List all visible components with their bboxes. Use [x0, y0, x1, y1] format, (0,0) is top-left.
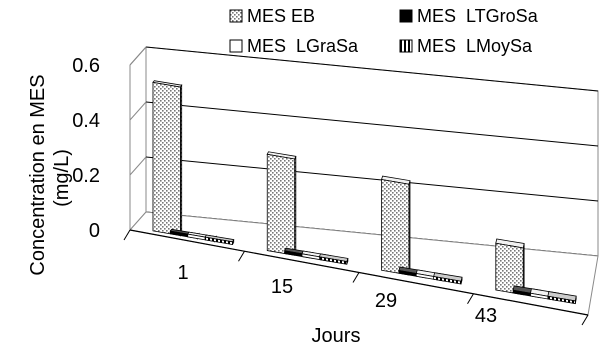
side-gridline — [129, 46, 147, 66]
x-category-label: 15 — [271, 276, 293, 298]
y-tick-label: 0 — [89, 220, 100, 242]
legend-item: MES EB — [229, 6, 315, 26]
side-gridline — [129, 101, 147, 121]
y-axis-title: Concentration en MES — [27, 74, 49, 275]
gridline — [145, 101, 599, 147]
x-tick — [238, 250, 245, 262]
legend-item: MES LTGroSa — [399, 6, 539, 26]
bar-front — [433, 276, 462, 285]
plot-area — [123, 46, 599, 326]
bar — [547, 291, 577, 305]
axis-labels: 0 0.2 0.4 0.6 1 15 29 43 Concentration en MES (mg… — [27, 55, 497, 347]
y-axis-title-unit: (mg/L) — [51, 149, 73, 207]
legend-swatch — [229, 9, 243, 23]
bar-front — [381, 179, 410, 276]
bar — [152, 80, 183, 237]
bar-front — [204, 236, 233, 246]
legend-swatch — [399, 39, 413, 53]
x-tick — [352, 272, 360, 283]
bar-front — [152, 81, 181, 237]
bar-front — [547, 295, 576, 305]
bar-front — [318, 256, 348, 265]
legend-item: MES LGraSa — [229, 36, 359, 56]
legend-label: MES LMoySa — [417, 36, 533, 56]
x-tick — [467, 293, 474, 305]
x-tick — [123, 229, 131, 241]
bar — [318, 253, 349, 265]
legend-swatch — [229, 39, 243, 53]
bar — [433, 272, 463, 285]
bar-front — [266, 153, 296, 256]
side-gridline — [129, 156, 147, 176]
gridline — [145, 46, 599, 92]
x-category-label: 29 — [375, 290, 397, 312]
legend-label: MES LGraSa — [247, 36, 359, 56]
bar — [204, 234, 235, 246]
bar — [495, 238, 525, 296]
legend-swatch — [399, 9, 413, 23]
y-tick-label: 0.6 — [72, 55, 100, 77]
x-tick — [581, 314, 589, 326]
legend-label: MES LTGroSa — [417, 6, 539, 26]
bar — [266, 151, 297, 256]
x-category-label: 43 — [475, 305, 497, 327]
y-tick-label: 0.2 — [72, 165, 100, 187]
x-category-label: 1 — [177, 262, 188, 284]
legend-label: MES EB — [247, 6, 315, 26]
legend-item: MES LMoySa — [399, 36, 533, 56]
y-tick-label: 0.4 — [72, 110, 100, 132]
legend: MES EB MES LTGroSa MES LGraSa MES LMoySa — [229, 6, 539, 56]
x-axis-title: Jours — [312, 325, 361, 347]
gridline — [145, 156, 599, 202]
bar — [381, 175, 411, 276]
